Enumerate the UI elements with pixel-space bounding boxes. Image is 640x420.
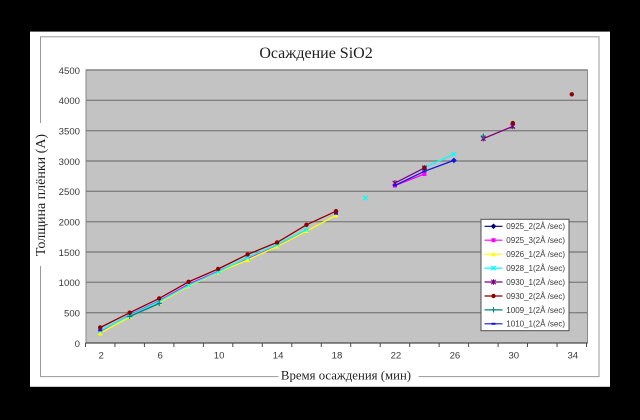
svg-text:18: 18 bbox=[332, 351, 343, 362]
svg-text:0: 0 bbox=[75, 339, 80, 350]
svg-text:Толщина плёнки (А): Толщина плёнки (А) bbox=[34, 134, 49, 257]
svg-text:1500: 1500 bbox=[59, 248, 80, 259]
svg-text:2: 2 bbox=[99, 351, 104, 362]
svg-text:3500: 3500 bbox=[59, 127, 80, 138]
svg-text:0925_2(2Å /sec): 0925_2(2Å /sec) bbox=[506, 222, 565, 231]
svg-text:14: 14 bbox=[273, 351, 284, 362]
svg-text:6: 6 bbox=[158, 351, 163, 362]
svg-text:0926_1(2Å /sec): 0926_1(2Å /sec) bbox=[506, 250, 565, 259]
svg-text:0925_3(2Å /sec): 0925_3(2Å /sec) bbox=[506, 236, 565, 245]
svg-text:3000: 3000 bbox=[59, 157, 80, 168]
svg-text:30: 30 bbox=[508, 351, 519, 362]
svg-text:22: 22 bbox=[391, 351, 402, 362]
svg-text:2000: 2000 bbox=[59, 218, 80, 229]
svg-text:500: 500 bbox=[64, 309, 80, 320]
svg-text:0930_1(2Å /sec): 0930_1(2Å /sec) bbox=[506, 278, 565, 287]
svg-text:0930_2(2Å /sec): 0930_2(2Å /sec) bbox=[506, 292, 565, 301]
svg-text:26: 26 bbox=[450, 351, 461, 362]
svg-text:4000: 4000 bbox=[59, 96, 80, 107]
svg-text:Осаждение SiO2: Осаждение SiO2 bbox=[259, 45, 372, 62]
svg-text:1010_1(2Å /sec): 1010_1(2Å /sec) bbox=[506, 320, 565, 329]
svg-text:Время осаждения (мин): Время осаждения (мин) bbox=[281, 369, 411, 383]
svg-text:0928_1(2Å /sec): 0928_1(2Å /sec) bbox=[506, 264, 565, 273]
svg-text:2500: 2500 bbox=[59, 187, 80, 198]
svg-text:34: 34 bbox=[567, 351, 578, 362]
svg-text:10: 10 bbox=[214, 351, 225, 362]
svg-text:1009_1(2Å /sec): 1009_1(2Å /sec) bbox=[506, 306, 565, 315]
svg-text:4500: 4500 bbox=[59, 66, 80, 77]
svg-text:1000: 1000 bbox=[59, 278, 80, 289]
